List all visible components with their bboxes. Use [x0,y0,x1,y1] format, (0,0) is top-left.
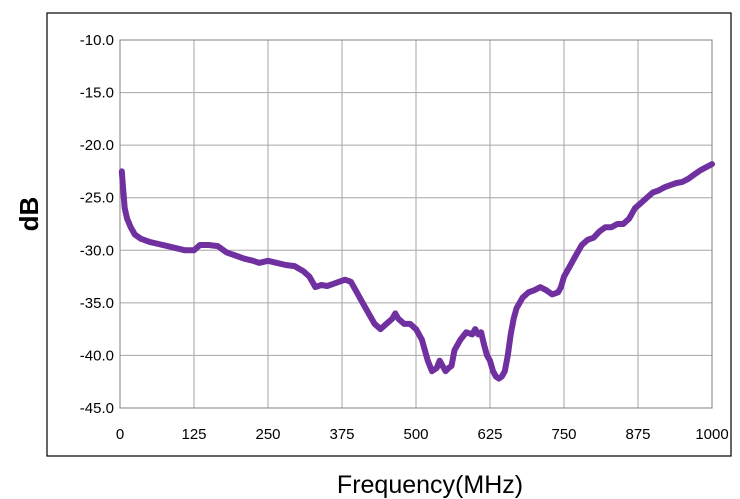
x-tick-label: 250 [255,426,280,443]
x-axis-label: Frequency(MHz) [337,471,523,499]
y-tick-label: -30.0 [80,242,114,259]
y-tick-label: -15.0 [80,85,114,102]
plot-area-border [119,39,713,409]
x-tick-label: 875 [625,426,650,443]
x-tick-label: 750 [551,426,576,443]
y-tick-labels: -10.0 -15.0 -20.0 -25.0 -30.0 -35.0 -40.0 -45.0 [80,32,114,417]
x-tick-label: 625 [477,426,502,443]
y-tick-label: -10.0 [80,32,114,49]
x-tick-label: 1000 [695,426,728,443]
x-tick-labels: 0 125 250 375 500 625 750 875 1000 [116,426,729,443]
y-axis-label: dB [14,197,44,232]
chart-frame [46,12,732,457]
y-tick-label: -25.0 [80,190,114,207]
x-tick-label: 125 [181,426,206,443]
y-tick-label: -40.0 [80,347,114,364]
y-tick-label: -35.0 [80,295,114,312]
series-layer [118,161,715,382]
x-tick-label: 375 [329,426,354,443]
x-tick-label: 0 [116,426,124,443]
y-tick-label: -20.0 [80,137,114,154]
series-line-0 [118,161,715,382]
y-tick-label: -45.0 [80,400,114,417]
x-tick-label: 500 [403,426,428,443]
